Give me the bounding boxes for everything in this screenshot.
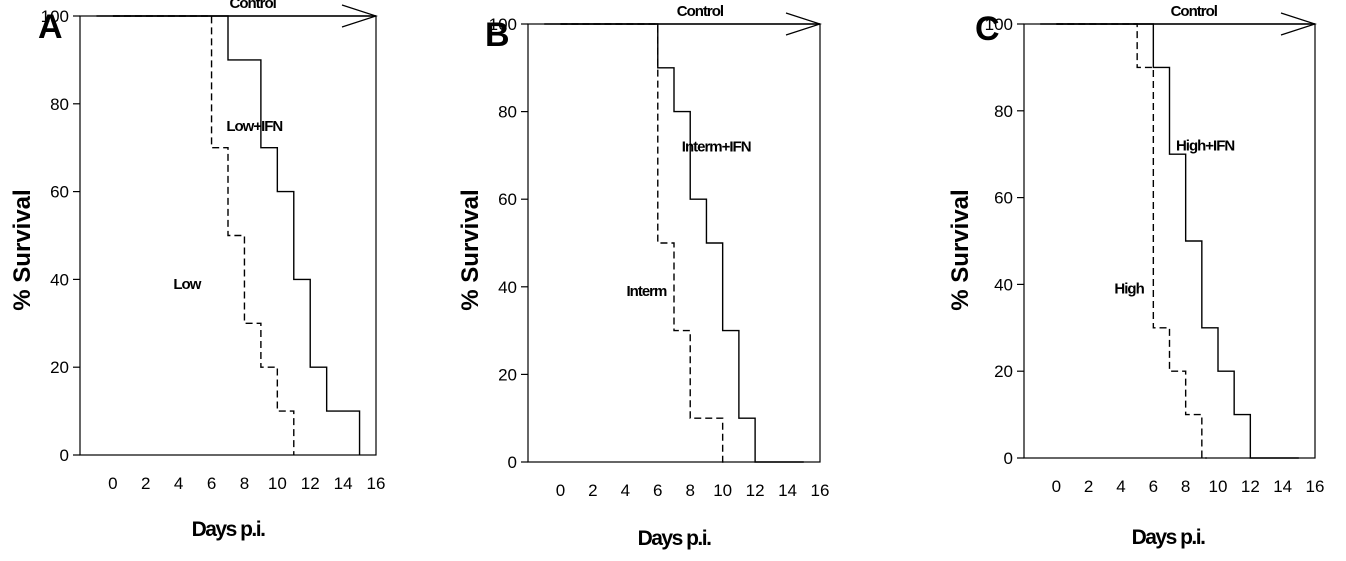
x-tick-label: 0 xyxy=(1052,477,1061,496)
y-tick-label: 60 xyxy=(498,190,517,209)
y-tick-label: 0 xyxy=(60,446,69,465)
annotation-high: High xyxy=(1114,281,1144,298)
annotation-low-ifn: Low+IFN xyxy=(226,118,282,135)
y-tick-label: 0 xyxy=(508,453,517,472)
y-tick-label: 60 xyxy=(994,189,1013,208)
x-tick-label: 12 xyxy=(301,474,320,493)
series-low-ifn-line xyxy=(112,15,361,455)
x-tick-label: 8 xyxy=(685,481,694,500)
series-low-line xyxy=(112,15,295,455)
y-tick-label: 60 xyxy=(50,183,69,202)
y-tick-label: 20 xyxy=(994,362,1013,381)
x-tick-label: 14 xyxy=(778,481,797,500)
y-tick-label: 40 xyxy=(498,278,517,297)
y-axis-label: % Survival xyxy=(9,189,36,310)
y-tick-label: 80 xyxy=(994,102,1013,121)
y-tick-label: 80 xyxy=(50,95,69,114)
y-tick-label: 20 xyxy=(498,365,517,384)
annotation-interm: Interm xyxy=(627,283,668,300)
y-tick-label: 20 xyxy=(50,358,69,377)
x-tick-label: 2 xyxy=(588,481,597,500)
x-tick-label: 4 xyxy=(174,474,183,493)
x-tick-label: 10 xyxy=(713,481,732,500)
x-tick-label: 16 xyxy=(1306,477,1325,496)
panel-letter: A xyxy=(38,8,63,46)
y-tick-label: 100 xyxy=(489,15,517,34)
y-axis-label: % Survival xyxy=(457,189,484,310)
panel-a: A 0 20 40 60 80 100 0 2 4 6 8 10 12 14 16 % Survival Days… xyxy=(9,0,385,541)
x-tick-label: 16 xyxy=(811,481,830,500)
y-tick-label: 100 xyxy=(985,15,1013,34)
x-tick-label: 12 xyxy=(746,481,765,500)
x-tick-label: 2 xyxy=(141,474,150,493)
annotation-control: Control xyxy=(1171,3,1218,20)
x-tick-label: 14 xyxy=(1273,477,1292,496)
x-tick-label: 0 xyxy=(556,481,565,500)
series-high-line xyxy=(1056,23,1207,459)
y-tick-label: 40 xyxy=(50,270,69,289)
y-tick-label: 40 xyxy=(994,275,1013,294)
x-tick-label: 2 xyxy=(1084,477,1093,496)
series-interm-ifn-line xyxy=(560,23,804,463)
series-interm-line xyxy=(560,23,726,463)
y-axis-label: % Survival xyxy=(947,189,974,310)
series-high-ifn-line xyxy=(1056,23,1299,459)
x-tick-label: 16 xyxy=(367,474,386,493)
x-tick-label: 4 xyxy=(621,481,630,500)
panel-c: C 0 20 40 60 80 100 0 2 4 6 8 10 12 14 16 % Survival Days… xyxy=(947,3,1324,549)
panel-letter: C xyxy=(975,10,1000,48)
x-tick-label: 10 xyxy=(268,474,287,493)
x-tick-label: 8 xyxy=(240,474,249,493)
x-tick-label: 6 xyxy=(207,474,216,493)
annotation-interm-ifn: Interm+IFN xyxy=(682,139,751,156)
x-tick-label: 0 xyxy=(108,474,117,493)
x-axis-label: Days p.i. xyxy=(192,518,266,541)
annotation-low: Low xyxy=(173,276,201,293)
x-tick-label: 8 xyxy=(1181,477,1190,496)
x-tick-label: 6 xyxy=(1149,477,1158,496)
x-axis-label: Days p.i. xyxy=(638,527,712,550)
y-tick-label: 100 xyxy=(41,7,69,26)
series-control-arrowhead xyxy=(341,4,378,28)
x-tick-label: 4 xyxy=(1116,477,1125,496)
annotation-control: Control xyxy=(230,0,277,12)
panel-letter: B xyxy=(485,16,510,54)
x-tick-label: 14 xyxy=(334,474,353,493)
x-axis-label: Days p.i. xyxy=(1132,526,1206,549)
annotation-high-ifn: High+IFN xyxy=(1176,138,1234,155)
y-tick-label: 80 xyxy=(498,103,517,122)
series-control-arrowhead xyxy=(1280,12,1317,36)
y-tick-label: 0 xyxy=(1004,449,1013,468)
annotation-control: Control xyxy=(677,3,724,20)
x-tick-label: 12 xyxy=(1241,477,1260,496)
x-tick-label: 6 xyxy=(653,481,662,500)
series-control-arrowhead xyxy=(785,12,822,36)
x-tick-label: 10 xyxy=(1209,477,1228,496)
panel-b: B 0 20 40 60 80 100 0 2 4 6 8 10 12 14 16 % Survival Days… xyxy=(457,3,829,550)
